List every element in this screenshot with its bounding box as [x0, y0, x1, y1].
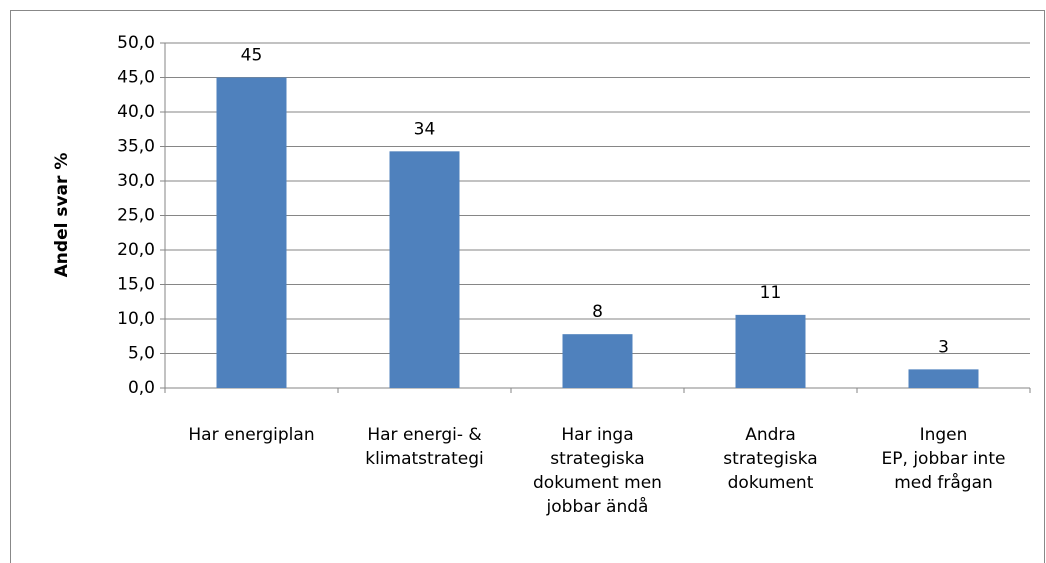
- bar: [389, 151, 460, 388]
- y-tick-label: 10,0: [117, 309, 155, 329]
- x-tick-label: Har energi- & klimatstrategi: [365, 425, 484, 469]
- bar: [908, 369, 979, 388]
- y-tick-label: 45,0: [117, 68, 155, 88]
- y-tick-label: 35,0: [117, 137, 155, 157]
- data-label: 3: [938, 337, 949, 357]
- y-tick-label: 20,0: [117, 240, 155, 260]
- x-tick-label: Andra strategiska dokument: [723, 425, 817, 493]
- data-label: 11: [760, 283, 782, 303]
- bar: [735, 314, 806, 388]
- y-tick-label: 30,0: [117, 171, 155, 191]
- data-label: 8: [592, 302, 603, 322]
- y-tick-label: 50,0: [117, 33, 155, 53]
- y-tick-label: 0,0: [128, 378, 155, 398]
- x-tick-label: Har energiplan: [188, 425, 314, 445]
- y-tick-label: 25,0: [117, 206, 155, 226]
- chart-frame: [10, 10, 1045, 563]
- y-tick-label: 15,0: [117, 275, 155, 295]
- data-label: 45: [241, 46, 263, 66]
- x-tick-label: Ingen EP, jobbar inte med frågan: [882, 425, 1006, 493]
- data-label: 34: [414, 119, 436, 139]
- x-tick-label: Har inga strategiska dokument men jobbar än…: [533, 425, 662, 517]
- y-tick-label: 5,0: [128, 344, 155, 364]
- y-axis-label: Andel svar %: [52, 153, 72, 278]
- y-tick-label: 40,0: [117, 102, 155, 122]
- bar: [562, 334, 633, 388]
- bar: [216, 77, 287, 388]
